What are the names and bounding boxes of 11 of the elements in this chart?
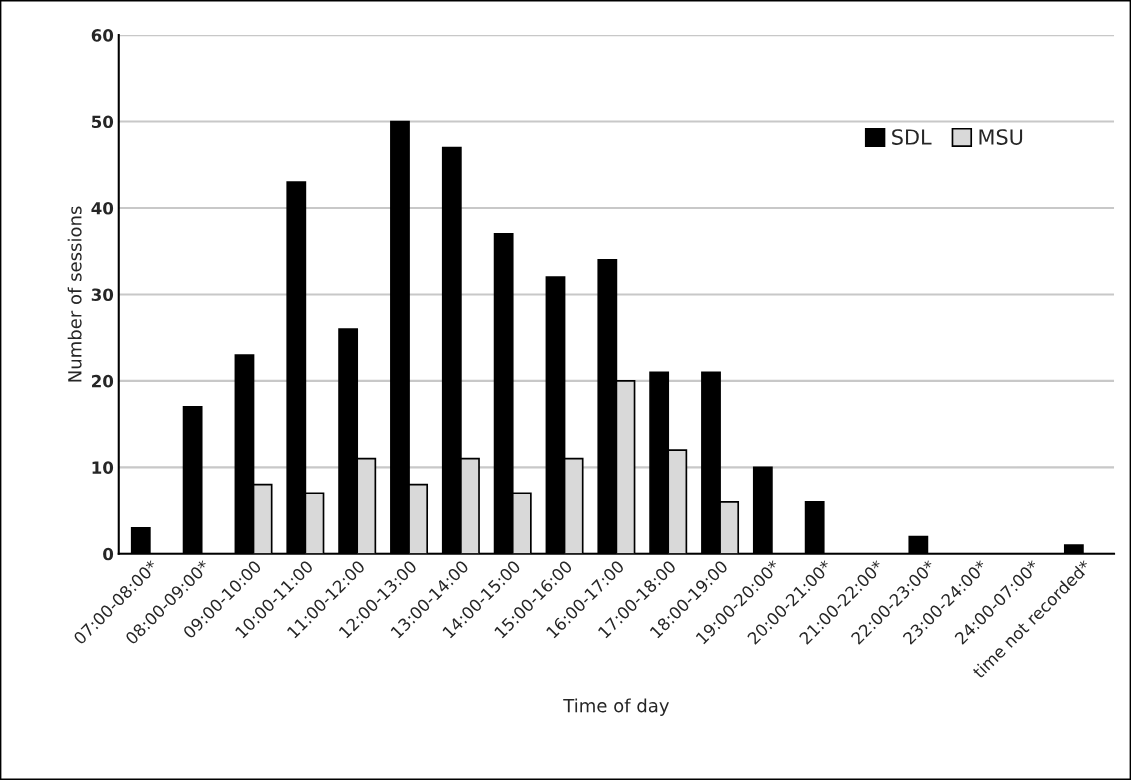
y-tick-label: 10 xyxy=(92,461,114,474)
y-tick-label: 20 xyxy=(92,374,114,388)
legend-label: MSU xyxy=(979,129,1023,145)
legend-label: SDL xyxy=(892,129,932,145)
y-tick-label: 50 xyxy=(91,115,114,129)
y-tick-label: 40 xyxy=(91,201,114,215)
x-axis-title: Time of day xyxy=(563,698,669,716)
y-tick-label: 0 xyxy=(103,547,114,561)
y-tick-label: 30 xyxy=(91,288,114,302)
y-axis-title: Number of sessions xyxy=(67,206,82,382)
y-tick-label: 60 xyxy=(91,29,114,42)
